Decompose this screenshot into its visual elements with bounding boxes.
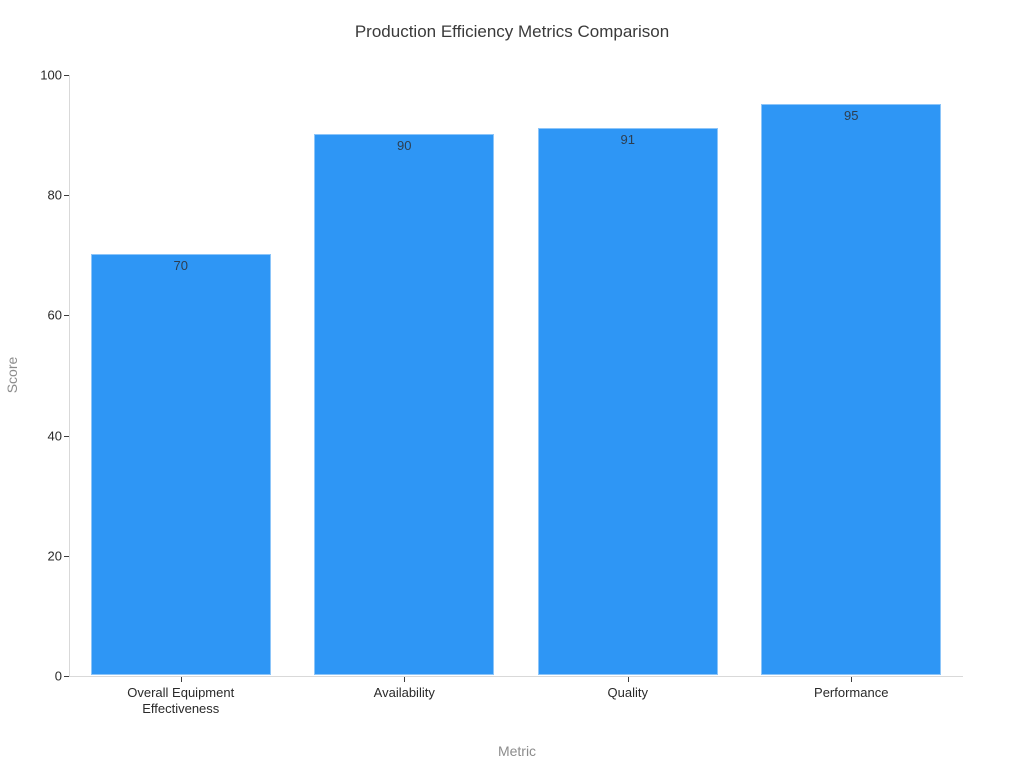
y-tick-mark (64, 676, 69, 677)
y-axis-line (69, 75, 70, 676)
bar-3: 91 (537, 128, 718, 675)
x-tick-label: Quality (607, 685, 648, 700)
x-axis-line (69, 676, 963, 677)
x-tick-mark (180, 677, 182, 682)
y-tick-mark (64, 315, 69, 317)
x-tick-label: Performance (814, 685, 889, 700)
y-tick-label: 40 (47, 428, 62, 444)
bar-1: 70 (90, 254, 271, 675)
y-tick-label: 80 (47, 187, 62, 203)
y-axis-title: Score (4, 356, 20, 394)
y-tick-mark (64, 435, 69, 437)
x-tick-label: Overall Equipment Effectiveness (127, 685, 235, 716)
x-axis-title: Metric (497, 743, 537, 759)
bar-value-label: 95 (844, 108, 859, 124)
plot-area: 0 20 40 60 80 100 70 Overall Equipment Effectiv… (40, 68, 963, 716)
y-tick-label: 100 (40, 67, 62, 83)
x-tick-mark (404, 677, 406, 682)
bar-4: 95 (761, 104, 942, 675)
x-tick-mark (627, 677, 629, 682)
y-tick-label: 60 (47, 307, 62, 323)
bar-value-label: 70 (173, 258, 188, 274)
bar-value-label: 90 (397, 138, 412, 154)
y-tick-label: 20 (47, 548, 62, 564)
x-tick-label: Availability (373, 685, 435, 700)
y-tick-mark (64, 555, 69, 557)
x-tick-mark (851, 677, 853, 682)
bar-value-label: 91 (620, 132, 635, 148)
y-tick-mark (64, 75, 69, 76)
y-tick-label: 0 (54, 668, 62, 684)
chart-title: Production Efficiency Metrics Comparison (354, 22, 670, 41)
y-tick-mark (64, 195, 69, 197)
bar-2: 90 (314, 134, 495, 675)
